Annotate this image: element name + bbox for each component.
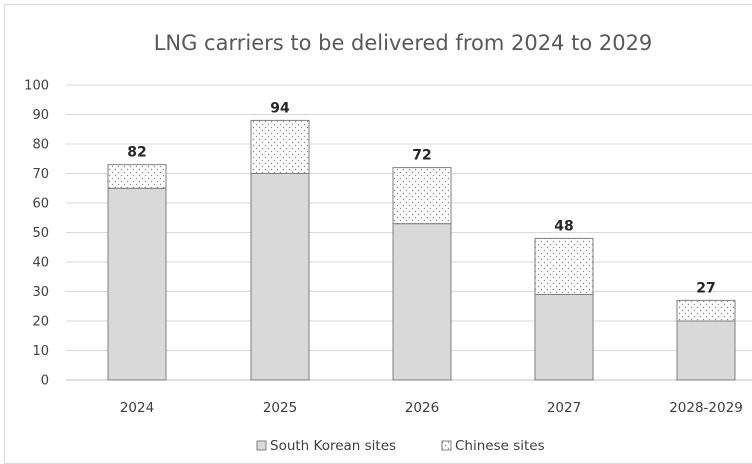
y-tick-label: 60 <box>32 197 49 212</box>
chart-title: LNG carriers to be delivered from 2024 t… <box>154 31 653 55</box>
y-tick-label: 80 <box>32 138 49 153</box>
y-tick-label: 30 <box>32 285 49 300</box>
bar-south-korean <box>676 320 736 381</box>
bar-chinese <box>107 164 167 189</box>
x-tick-label: 2028-2029 <box>669 400 743 416</box>
bar-south-korean <box>250 173 310 381</box>
legend-swatch-chinese <box>441 440 452 451</box>
y-tick-label: 90 <box>32 108 49 123</box>
legend-swatch-south-korean <box>256 440 267 451</box>
bar-south-korean <box>107 187 167 381</box>
bar-chinese <box>250 119 310 174</box>
data-labels: 82 94 72 48 27 <box>127 100 715 296</box>
x-tick-label: 2025 <box>263 400 297 416</box>
bars <box>107 119 736 381</box>
x-tick-label: 2027 <box>547 400 581 416</box>
bar-chinese <box>676 299 736 322</box>
bar-south-korean <box>392 223 452 381</box>
y-tick-label: 70 <box>32 167 49 182</box>
legend: South Korean sites Chinese sites <box>256 438 545 452</box>
y-axis-ticks: 0 10 20 30 40 50 60 70 80 90 100 <box>24 79 49 389</box>
bar-south-korean <box>534 293 594 381</box>
y-tick-label: 0 <box>41 374 49 389</box>
y-tick-label: 100 <box>24 79 49 94</box>
bar-chinese <box>534 237 594 295</box>
y-tick-label: 20 <box>32 315 49 330</box>
data-label: 94 <box>270 100 290 116</box>
legend-label-chinese: Chinese sites <box>455 438 545 452</box>
bar-chinese <box>392 167 452 225</box>
y-tick-label: 40 <box>32 256 49 271</box>
data-label: 82 <box>127 145 146 161</box>
data-label: 72 <box>412 148 431 164</box>
x-axis-ticks: 2024 2025 2026 2027 2028-2029 <box>120 400 743 416</box>
y-tick-label: 10 <box>32 344 49 359</box>
x-tick-label: 2024 <box>120 400 154 416</box>
x-tick-label: 2026 <box>405 400 439 416</box>
bar-chart: LNG carriers to be delivered from 2024 t… <box>24 31 752 452</box>
data-label: 48 <box>554 218 573 234</box>
y-tick-label: 50 <box>32 226 49 241</box>
legend-label-south-korean: South Korean sites <box>270 438 396 452</box>
data-label: 27 <box>696 280 715 296</box>
